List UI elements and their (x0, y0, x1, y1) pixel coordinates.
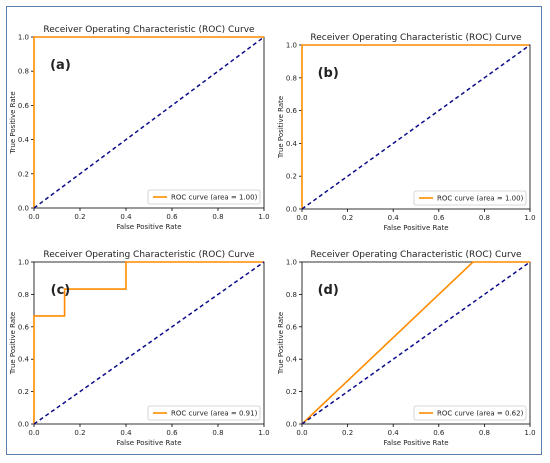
chart-title: Receiver Operating Characteristic (ROC) … (310, 250, 522, 260)
x-axis-label: False Positive Rate (116, 439, 181, 447)
panel-label: (b) (318, 66, 339, 81)
panel-label: (a) (50, 58, 71, 73)
x-tick-label: 0.0 (28, 429, 39, 437)
x-tick-label: 0.0 (296, 429, 307, 437)
chart-title: Receiver Operating Characteristic (ROC) … (310, 33, 522, 43)
y-tick-label: 0.2 (286, 173, 297, 181)
y-tick-label: 0.2 (18, 388, 29, 396)
x-tick-label: 0.8 (212, 429, 223, 437)
chance-diagonal-line (301, 261, 531, 425)
y-tick-label: 1.0 (18, 34, 29, 42)
x-tick-label: 0.4 (388, 429, 400, 437)
legend: ROC curve (area = 1.00) (413, 190, 527, 206)
plot-area-frame (301, 261, 531, 425)
x-tick-label: 0.2 (342, 214, 353, 222)
legend-box (147, 405, 261, 421)
roc-curve-line (33, 36, 264, 208)
x-tick-label: 0.8 (212, 213, 223, 221)
x-tick-label: 0.0 (296, 214, 307, 222)
x-tick-label: 0.8 (479, 214, 490, 222)
x-tick-label: 0.8 (479, 429, 490, 437)
legend-entry: ROC curve (area = 1.00) (171, 194, 258, 202)
y-tick-label: 0.6 (286, 107, 298, 115)
y-tick-label: 0.0 (18, 421, 29, 429)
y-axis-label: True Positive Rate (9, 91, 17, 154)
x-axis-label: False Positive Rate (383, 224, 448, 232)
x-tick-label: 0.4 (120, 213, 132, 221)
y-tick-label: 0.8 (286, 74, 297, 82)
x-axis-label: False Positive Rate (116, 223, 181, 231)
y-tick-label: 0.4 (286, 140, 298, 148)
x-tick-label: 0.2 (342, 429, 353, 437)
y-axis-label: True Positive Rate (277, 96, 285, 159)
x-tick-label: 0.4 (388, 214, 400, 222)
x-tick-label: 0.2 (74, 429, 85, 437)
y-tick-label: 0.4 (286, 356, 298, 364)
panel-label: (c) (51, 283, 71, 298)
y-tick-label: 0.2 (18, 170, 29, 178)
x-tick-label: 0.2 (74, 213, 85, 221)
y-tick-label: 0.0 (286, 421, 297, 429)
roc-curve-line (33, 261, 264, 424)
x-tick-label: 1.0 (258, 429, 269, 437)
legend-entry: ROC curve (area = 1.00) (437, 195, 524, 203)
x-tick-label: 0.4 (120, 429, 132, 437)
x-tick-label: 0.6 (166, 429, 178, 437)
roc-figure: Receiver Operating Characteristic (ROC) … (9, 25, 536, 447)
y-tick-label: 0.8 (286, 291, 297, 299)
chart-panel-2: Receiver Operating Characteristic (ROC) … (277, 33, 536, 232)
legend: ROC curve (area = 0.91) (147, 405, 261, 421)
y-tick-label: 1.0 (286, 42, 297, 50)
legend-box (413, 190, 527, 206)
x-tick-label: 1.0 (524, 214, 535, 222)
y-tick-label: 0.8 (18, 68, 29, 76)
y-tick-label: 0.8 (18, 291, 29, 299)
y-tick-label: 1.0 (18, 259, 29, 267)
x-axis-label: False Positive Rate (383, 439, 448, 447)
chart-title: Receiver Operating Characteristic (ROC) … (43, 250, 255, 260)
legend-box (147, 189, 261, 205)
y-tick-label: 0.4 (18, 136, 30, 144)
chance-diagonal-line (33, 36, 265, 209)
y-tick-label: 0.2 (286, 388, 297, 396)
chart-panel-3: Receiver Operating Characteristic (ROC) … (9, 250, 270, 447)
chance-diagonal-line (301, 44, 531, 210)
panel-label: (d) (318, 283, 339, 298)
y-tick-label: 0.0 (18, 205, 29, 213)
legend-box (413, 405, 527, 421)
roc-curve-line (301, 44, 530, 209)
x-tick-label: 1.0 (258, 213, 269, 221)
legend-entry: ROC curve (area = 0.91) (171, 410, 258, 418)
roc-curve-line (301, 261, 530, 425)
y-tick-label: 0.4 (18, 356, 30, 364)
y-tick-label: 1.0 (286, 259, 297, 267)
legend-entry: ROC curve (area = 0.62) (437, 410, 524, 418)
x-tick-label: 0.6 (166, 213, 178, 221)
x-tick-label: 0.0 (28, 213, 39, 221)
y-tick-label: 0.0 (286, 206, 297, 214)
y-axis-label: True Positive Rate (277, 312, 285, 375)
legend: ROC curve (area = 0.62) (413, 405, 527, 421)
y-axis-label: True Positive Rate (9, 312, 17, 375)
legend: ROC curve (area = 1.00) (147, 189, 261, 205)
chart-panel-4: Receiver Operating Characteristic (ROC) … (277, 250, 536, 447)
chart-title: Receiver Operating Characteristic (ROC) … (43, 25, 255, 35)
y-tick-label: 0.6 (286, 323, 298, 331)
x-tick-label: 0.6 (433, 429, 445, 437)
y-tick-label: 0.6 (18, 102, 30, 110)
x-tick-label: 0.6 (433, 214, 445, 222)
chance-diagonal-line (33, 261, 265, 425)
chart-panel-1: Receiver Operating Characteristic (ROC) … (9, 25, 270, 231)
y-tick-label: 0.6 (18, 323, 30, 331)
x-tick-label: 1.0 (524, 429, 535, 437)
figure-frame: Receiver Operating Characteristic (ROC) … (6, 6, 542, 455)
